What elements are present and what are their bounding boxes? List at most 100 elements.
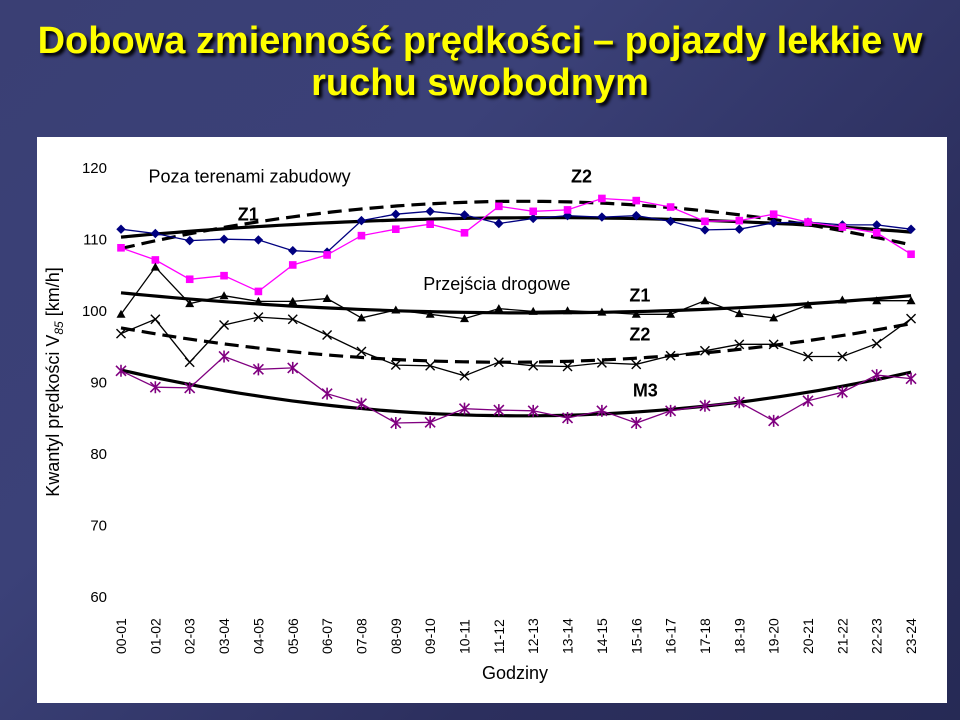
series-line-square: [120, 197, 912, 293]
y-axis-title: Kwantyl prędkości V85 [km/h]: [43, 267, 66, 496]
data-point-star: [630, 416, 642, 429]
y-tick-label: 100: [82, 303, 107, 320]
data-point-triangle: [906, 296, 916, 305]
data-point-x: [116, 328, 126, 339]
data-point-square: [495, 202, 503, 211]
data-point-triangle: [356, 313, 366, 322]
x-tick-label: 02-03: [182, 618, 198, 654]
data-point-star: [871, 369, 883, 382]
data-point-diamond: [528, 213, 538, 224]
data-point-triangle: [253, 296, 263, 305]
data-point-star: [905, 372, 917, 385]
slide-title-line-1: Dobowa zmienność prędkości – pojazdy lek…: [37, 20, 923, 62]
data-point-x: [699, 345, 710, 356]
data-point-star: [596, 404, 608, 417]
data-point-triangle: [803, 300, 813, 309]
data-point-x: [390, 360, 401, 371]
y-tick-label: 110: [83, 232, 107, 249]
data-point-star: [699, 399, 711, 412]
data-point-diamond: [219, 234, 229, 244]
data-point-x: [528, 360, 539, 371]
data-point-x: [219, 320, 230, 331]
data-point-x: [253, 312, 264, 323]
data-point-square: [632, 196, 641, 205]
x-tick-label: 15-16: [628, 618, 644, 654]
data-point-diamond: [665, 216, 676, 227]
data-point-square: [563, 206, 572, 214]
data-point-star: [458, 402, 471, 415]
data-point-star: [321, 387, 333, 400]
data-point-square: [426, 220, 434, 228]
data-point-x: [665, 350, 676, 361]
data-point-star: [149, 381, 161, 394]
data-point-star: [802, 394, 814, 407]
data-point-x: [768, 339, 779, 350]
x-tick-label: 04-05: [250, 618, 266, 654]
data-point-x: [150, 314, 161, 325]
trendline-solid: [120, 216, 912, 239]
data-point-square: [288, 261, 297, 269]
data-point-x: [184, 357, 195, 368]
data-point-square: [666, 203, 675, 211]
data-point-square: [838, 223, 847, 231]
data-point-x: [287, 314, 298, 325]
data-point-square: [598, 194, 606, 203]
data-point-star: [184, 381, 196, 394]
data-point-star: [836, 386, 848, 399]
data-point-square: [872, 228, 881, 237]
y-tick-label: 90: [90, 375, 107, 392]
data-point-diamond: [184, 235, 195, 246]
chart-annotation: Poza terenami zabudowy: [148, 167, 350, 187]
data-point-diamond: [906, 224, 916, 234]
data-point-square: [460, 228, 469, 237]
data-point-x: [425, 360, 436, 371]
data-point-x: [734, 339, 745, 350]
x-tick-label: 16-17: [663, 618, 679, 654]
data-point-triangle: [563, 306, 573, 315]
data-point-square: [151, 256, 160, 264]
data-point-square: [701, 217, 709, 226]
data-point-triangle: [460, 314, 469, 323]
data-point-triangle: [631, 309, 641, 318]
trendline-dashed: [120, 322, 912, 364]
speed-line-chart: 60 70 80 90 100 110 120 00-01 01-02 02-03 03-04 04-…: [43, 160, 919, 683]
data-point-square: [323, 251, 331, 259]
slide-title: Dobowa zmienność prędkości – pojazdy lek…: [20, 20, 940, 104]
data-point-triangle: [288, 296, 298, 305]
data-point-x: [562, 361, 573, 372]
data-point-diamond: [253, 235, 264, 245]
data-point-x: [631, 359, 642, 370]
data-point-star: [218, 350, 230, 363]
data-point-star: [115, 364, 127, 377]
data-point-diamond: [459, 210, 470, 220]
data-point-diamond: [116, 224, 126, 234]
series-line-x: [120, 316, 912, 377]
data-point-triangle: [666, 309, 676, 318]
chart-annotation: Przejścia drogowe: [423, 274, 570, 294]
data-point-star: [665, 404, 677, 417]
data-point-x: [837, 351, 848, 362]
data-point-star: [287, 361, 299, 374]
data-point-square: [185, 275, 194, 284]
data-point-star: [390, 416, 402, 429]
x-tick-label: 08-09: [388, 618, 404, 654]
x-tick-label: 00-01: [113, 618, 129, 654]
y-tick-label: 70: [90, 518, 107, 535]
data-point-diamond: [425, 206, 435, 217]
data-point-x: [493, 357, 504, 368]
x-tick-label: 22-23: [869, 618, 885, 654]
data-point-x: [322, 330, 333, 341]
series-line-triangle: [120, 266, 912, 320]
y-tick-label: 120: [82, 160, 107, 177]
data-point-triangle: [150, 262, 160, 271]
chart-annotation: Z2: [571, 167, 592, 187]
data-point-diamond: [734, 224, 745, 234]
data-point-x: [871, 338, 882, 349]
y-tick-label: 60: [90, 589, 107, 606]
data-point-diamond: [768, 218, 779, 228]
data-point-triangle: [700, 296, 710, 305]
data-point-diamond: [871, 220, 882, 230]
chart-annotation: Z1: [629, 285, 650, 305]
x-axis-title: Godziny: [482, 663, 548, 683]
series-line-diamond: [120, 210, 912, 253]
